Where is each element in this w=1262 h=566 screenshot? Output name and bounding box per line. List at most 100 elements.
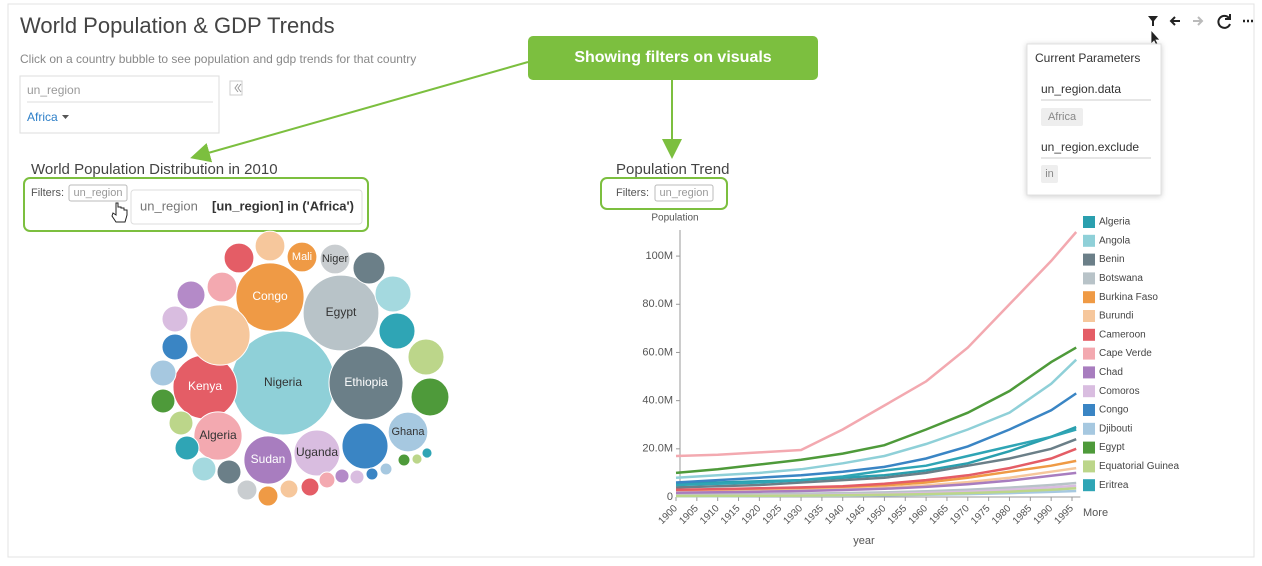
bubble-label: Algeria [199, 428, 237, 442]
legend-swatch[interactable] [1083, 291, 1095, 304]
filters-label: Filters: [616, 187, 649, 199]
legend-swatch[interactable] [1083, 347, 1095, 360]
refresh-icon[interactable] [1217, 14, 1231, 29]
legend-swatch[interactable] [1083, 366, 1095, 379]
legend-label[interactable]: Comoros [1099, 386, 1140, 397]
bubble[interactable] [407, 338, 445, 376]
legend-swatch[interactable] [1083, 253, 1095, 266]
legend-swatch[interactable] [1083, 479, 1095, 492]
legend-label[interactable]: Algeria [1099, 217, 1131, 228]
bubble[interactable] [216, 459, 242, 485]
dropdown-caret[interactable] [62, 115, 69, 119]
bubble-label: Sudan [251, 452, 286, 466]
legend-label[interactable]: Angola [1099, 235, 1131, 246]
filter-tag[interactable] [68, 184, 128, 202]
bubble[interactable] [189, 304, 251, 366]
bubble[interactable] [341, 422, 389, 470]
legend-label[interactable]: Congo [1099, 405, 1129, 416]
filter-value[interactable]: Africa [27, 110, 58, 124]
bubble[interactable] [410, 377, 450, 417]
bubble[interactable] [257, 485, 279, 507]
bubble[interactable] [191, 456, 217, 482]
legend-swatch[interactable] [1083, 234, 1095, 247]
bubble[interactable] [279, 479, 299, 499]
bubble[interactable] [286, 241, 318, 273]
bubble-label: Ghana [391, 426, 425, 438]
legend-label[interactable]: Botswana [1099, 273, 1143, 284]
legend-label[interactable]: Chad [1099, 367, 1123, 378]
back-icon[interactable] [1169, 16, 1180, 26]
bubble[interactable] [236, 479, 258, 501]
legend-label[interactable]: Egypt [1099, 442, 1125, 453]
legend-swatch[interactable] [1083, 272, 1095, 285]
forward-icon[interactable] [1193, 16, 1204, 26]
series-line [675, 231, 1078, 458]
bubble[interactable] [174, 435, 200, 461]
legend-swatch[interactable] [1083, 404, 1095, 416]
bubble[interactable] [150, 388, 176, 414]
bubble[interactable] [328, 345, 404, 421]
bubble[interactable] [397, 453, 411, 467]
bubble-label: Kenya [188, 379, 222, 393]
bubble[interactable] [235, 262, 305, 332]
tooltip [130, 189, 363, 225]
series-line [675, 392, 1077, 484]
bubble[interactable] [149, 359, 177, 387]
filter-tag-text: un_region [660, 187, 709, 199]
collapse-icon [234, 83, 242, 93]
parameter-value: in [1045, 168, 1054, 180]
bubble[interactable] [161, 305, 189, 333]
parameter-value: Africa [1048, 111, 1077, 123]
legend-label[interactable]: Burkina Faso [1099, 292, 1158, 303]
bubble[interactable] [206, 271, 238, 303]
bubble[interactable] [176, 280, 206, 310]
legend-swatch[interactable] [1083, 422, 1095, 435]
series-line [675, 438, 1077, 489]
legend-label[interactable]: Djibouti [1099, 423, 1132, 434]
bubble[interactable] [421, 447, 433, 459]
bubble[interactable] [302, 274, 380, 352]
legend-swatch[interactable] [1083, 441, 1095, 454]
bubble[interactable] [365, 467, 379, 481]
legend-swatch[interactable] [1083, 385, 1095, 398]
bubble[interactable] [223, 242, 255, 274]
legend-swatch[interactable] [1083, 460, 1095, 473]
collapse-button[interactable] [229, 80, 243, 96]
bubble[interactable] [293, 429, 341, 477]
bubble[interactable] [349, 469, 365, 485]
bubble[interactable] [379, 462, 393, 476]
bubble[interactable] [193, 411, 243, 461]
filter-tag[interactable] [654, 184, 714, 202]
bubble[interactable] [318, 471, 336, 489]
chart-title: Population Trend [616, 161, 729, 178]
legend-label[interactable]: Benin [1099, 254, 1125, 265]
legend-more[interactable]: More [1083, 507, 1108, 519]
bubble[interactable] [334, 468, 350, 484]
bubble[interactable] [161, 333, 189, 361]
legend-label[interactable]: Cape Verde [1099, 348, 1152, 359]
legend-swatch[interactable] [1083, 328, 1095, 341]
filter-icon[interactable] [1148, 16, 1158, 26]
bubble[interactable] [300, 477, 320, 497]
bubble[interactable] [243, 435, 293, 485]
legend-label[interactable]: Cameroon [1099, 329, 1146, 340]
bubble[interactable] [411, 453, 423, 465]
bubble[interactable] [254, 230, 286, 262]
bubble[interactable] [168, 410, 194, 436]
legend-label[interactable]: Burundi [1099, 311, 1133, 322]
bubble[interactable] [374, 275, 412, 313]
bubble[interactable] [319, 243, 351, 275]
legend-label[interactable]: Equatorial Guinea [1099, 461, 1179, 472]
legend-swatch[interactable] [1083, 310, 1095, 322]
bubble[interactable] [387, 411, 429, 453]
filter-label: un_region [27, 83, 80, 97]
bubble-label: Congo [252, 289, 288, 303]
legend-label[interactable]: Eritrea [1099, 480, 1129, 491]
bubble[interactable] [352, 251, 386, 285]
bubble-label: Ethiopia [344, 375, 388, 389]
legend-swatch[interactable] [1083, 216, 1095, 228]
series-line [675, 487, 1077, 498]
bubble[interactable] [378, 312, 416, 350]
